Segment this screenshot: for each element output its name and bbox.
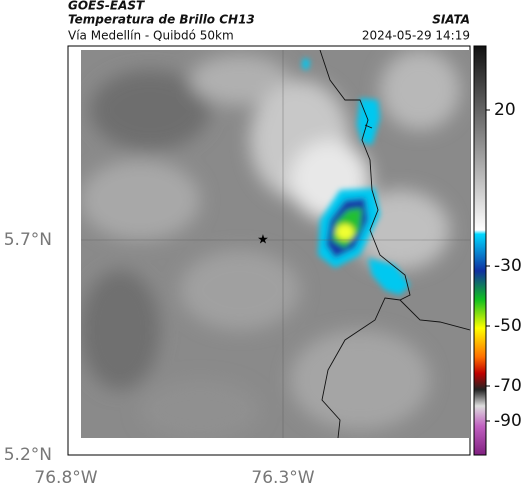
colorbar-tick-label: 20	[494, 100, 516, 120]
lon-label: 76.3°W	[251, 468, 314, 488]
lat-label: 5.2°N	[4, 445, 52, 465]
source: GOES-EAST	[68, 0, 145, 13]
lon-label: 76.8°W	[34, 468, 97, 488]
colorbar-tick-label: -30	[494, 256, 522, 276]
svg-text:★: ★	[257, 233, 269, 248]
colorbar	[473, 45, 487, 456]
colorbar-tick-label: -90	[494, 411, 522, 431]
title: Temperatura de Brillo CH13	[68, 13, 255, 27]
satellite-image: ★	[81, 50, 470, 438]
lat-label: 5.7°N	[4, 230, 52, 250]
colorbar-tick-label: -50	[494, 316, 522, 336]
colorbar-tick-label: -70	[494, 376, 522, 396]
subtitle: Vía Medellín - Quibdó 50km	[68, 29, 234, 43]
org: SIATA	[432, 13, 470, 27]
timestamp: 2024-05-29 14:19	[362, 29, 470, 43]
